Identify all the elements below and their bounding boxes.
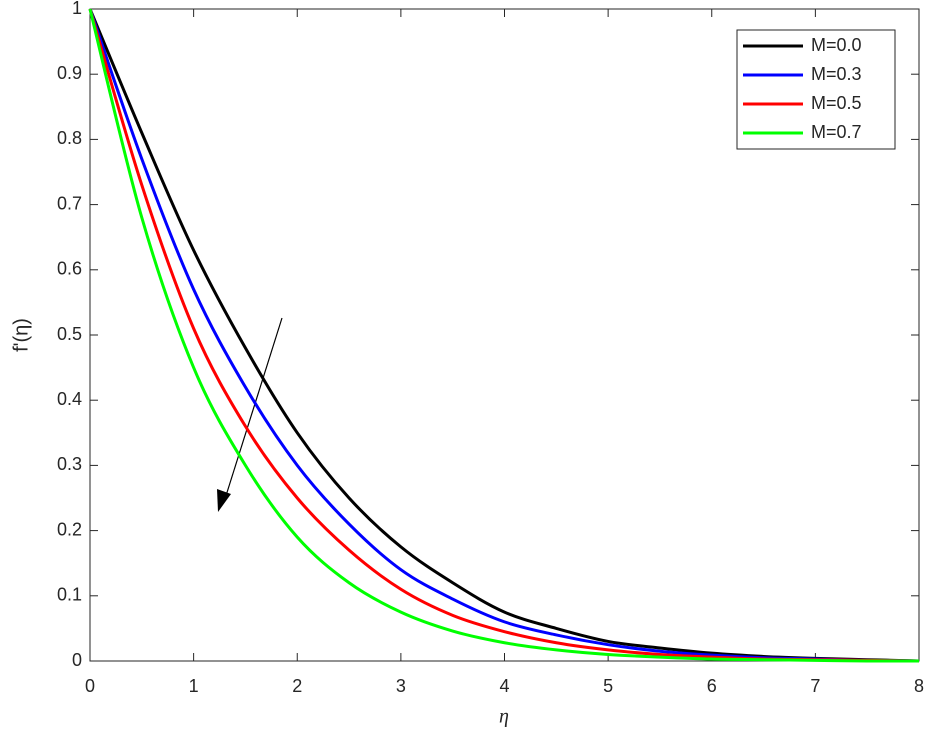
x-tick-label: 7: [810, 676, 820, 696]
annotation-arrow: [217, 317, 283, 512]
x-tick-label: 3: [396, 676, 406, 696]
y-tick-label: 0: [72, 650, 82, 670]
y-tick-label: 0.6: [57, 259, 82, 279]
arrow-head: [217, 489, 231, 512]
x-tick-label: 0: [85, 676, 95, 696]
y-axis-label: f'(η): [10, 318, 32, 352]
x-tick-label: 2: [292, 676, 302, 696]
legend-label: M=0.3: [811, 64, 862, 84]
x-tick-label: 1: [189, 676, 199, 696]
y-tick-label: 0.1: [57, 585, 82, 605]
legend-label: M=0.5: [811, 93, 862, 113]
y-tick-label: 0.4: [57, 389, 82, 409]
y-tick-label: 0.2: [57, 519, 82, 539]
y-tick-label: 0.5: [57, 324, 82, 344]
legend-label: M=0.7: [811, 122, 862, 142]
y-tick-label: 0.8: [57, 128, 82, 148]
legend-box: [736, 29, 896, 150]
y-tick-label: 1: [72, 0, 82, 18]
y-tick-label: 0.7: [57, 193, 82, 213]
line-series: [88, 8, 920, 663]
legend-label: M=0.0: [811, 35, 862, 55]
arrow-shaft: [223, 317, 283, 503]
x-tick-label: 8: [914, 676, 924, 696]
x-tick-label: 5: [603, 676, 613, 696]
y-tick-label: 0.3: [57, 454, 82, 474]
y-tick-label: 0.9: [57, 63, 82, 83]
x-axis-label: η: [499, 706, 509, 728]
x-tick-label: 6: [707, 676, 717, 696]
x-tick-label: 4: [499, 676, 509, 696]
